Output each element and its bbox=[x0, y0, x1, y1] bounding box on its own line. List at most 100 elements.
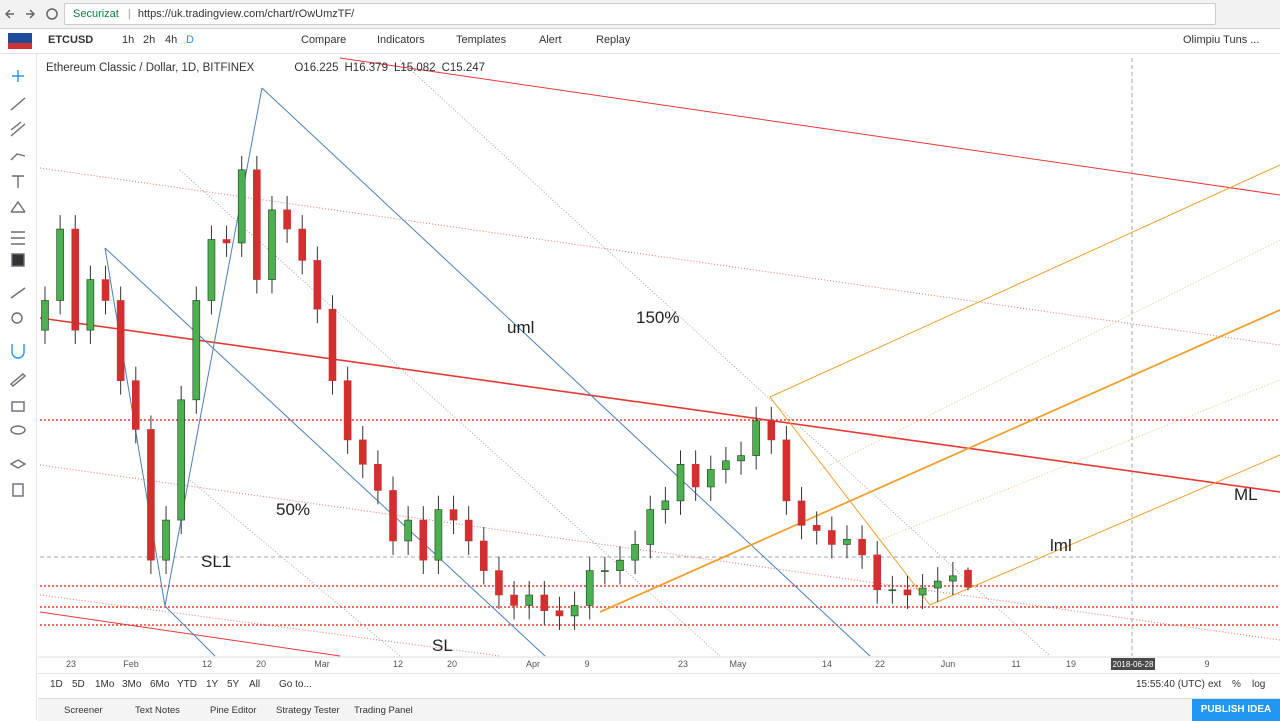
ohlc-value: 15.082 bbox=[400, 62, 436, 74]
candle-body bbox=[585, 570, 594, 606]
ohlc-value: 15.247 bbox=[449, 62, 486, 74]
annotation: 50% bbox=[276, 500, 310, 519]
x-tick-label: Mar bbox=[314, 659, 330, 669]
address-bar[interactable]: Securizat | https://uk.tradingview.com/c… bbox=[64, 3, 1216, 25]
candle-body bbox=[419, 519, 428, 561]
panel-tab[interactable]: Trading Panel bbox=[354, 705, 413, 716]
candle-body bbox=[495, 570, 503, 596]
candle-body bbox=[313, 260, 322, 310]
scale-option[interactable]: % bbox=[1232, 679, 1241, 690]
range-button[interactable]: 5Y bbox=[227, 679, 240, 690]
x-tick-label: 20 bbox=[447, 659, 457, 669]
x-tick-label: Feb bbox=[123, 659, 139, 669]
candle-body bbox=[328, 308, 337, 381]
x-tick-label: 9 bbox=[584, 659, 589, 669]
candle-body bbox=[404, 519, 412, 542]
candle-body bbox=[116, 300, 125, 381]
candle-body bbox=[525, 594, 533, 606]
interval-button[interactable]: 4h bbox=[165, 34, 178, 46]
candle-body bbox=[676, 464, 685, 502]
x-tick-label: 19 bbox=[1066, 659, 1076, 669]
candle-body bbox=[449, 509, 458, 521]
candle-body bbox=[343, 380, 352, 441]
candle-body bbox=[464, 519, 473, 542]
toolbar-button[interactable]: Indicators bbox=[377, 34, 425, 46]
candle-body bbox=[374, 464, 382, 491]
panel-tab[interactable]: Text Notes bbox=[135, 705, 180, 716]
candle-body bbox=[767, 420, 776, 441]
candle-body bbox=[873, 554, 882, 591]
candle-body bbox=[540, 594, 549, 611]
user-menu[interactable]: Olimpiu Tuns ... bbox=[1183, 34, 1260, 46]
range-button[interactable]: 1Y bbox=[206, 679, 219, 690]
ohlc-label: H bbox=[344, 62, 353, 74]
browser-bar: Securizat | https://uk.tradingview.com/c… bbox=[0, 0, 1280, 29]
toolbar-button[interactable]: Compare bbox=[301, 34, 347, 46]
x-tick-label: May bbox=[729, 659, 747, 669]
x-tick-label: 12 bbox=[202, 659, 212, 669]
candle-body bbox=[964, 569, 972, 588]
x-tick-label: 2018-06-28 bbox=[1113, 660, 1154, 669]
range-button[interactable]: 1D bbox=[50, 679, 63, 690]
range-button[interactable]: 6Mo bbox=[150, 679, 170, 690]
candle-body bbox=[722, 460, 730, 470]
candle-body bbox=[86, 279, 95, 331]
x-tick-label: 23 bbox=[66, 659, 76, 669]
interval-button[interactable]: 1h bbox=[122, 34, 135, 46]
panel-tab[interactable]: Screener bbox=[64, 705, 103, 716]
nav-buttons[interactable] bbox=[4, 6, 60, 22]
range-button[interactable]: 3Mo bbox=[122, 679, 142, 690]
candle-body bbox=[691, 464, 700, 488]
toolbar: ETCUSD 1h 2h 4h D Compare Indicators Templates… bbox=[0, 29, 1280, 54]
range-button[interactable]: YTD bbox=[177, 679, 197, 690]
x-tick-label: Jun bbox=[941, 659, 956, 669]
annotation: SL bbox=[432, 636, 453, 655]
toolbar-button[interactable]: Templates bbox=[456, 34, 507, 46]
candle-body bbox=[298, 228, 307, 261]
range-button[interactable]: All bbox=[249, 679, 261, 690]
scale-option[interactable]: log bbox=[1252, 679, 1266, 690]
candle-body bbox=[510, 594, 518, 606]
interval-button[interactable]: 2h bbox=[143, 34, 156, 46]
candle-body bbox=[752, 420, 760, 456]
symbol[interactable]: ETCUSD bbox=[48, 34, 94, 46]
ohlc-label: O bbox=[294, 62, 304, 74]
x-tick-label: Apr bbox=[526, 659, 540, 669]
candle-body bbox=[782, 439, 791, 502]
candle-body bbox=[616, 559, 624, 571]
interval-button[interactable]: D bbox=[186, 34, 194, 46]
x-tick-label: 9 bbox=[1204, 659, 1209, 669]
panel-tab[interactable]: Pine Editor bbox=[210, 705, 257, 716]
ohlc-label: L bbox=[393, 62, 401, 74]
candle-body bbox=[71, 228, 80, 331]
candle-body bbox=[177, 399, 185, 521]
toolbar-button[interactable]: Replay bbox=[596, 34, 631, 46]
range-button[interactable]: 1Mo bbox=[95, 679, 115, 690]
security-label: Securizat bbox=[73, 8, 119, 20]
clock: 15:55:40 (UTC) bbox=[1136, 679, 1205, 690]
x-tick-label: 14 bbox=[822, 659, 832, 669]
scale-option[interactable]: ext bbox=[1208, 679, 1222, 690]
candle-body bbox=[434, 509, 443, 561]
candle-body bbox=[555, 610, 564, 617]
candle-body bbox=[933, 580, 942, 589]
range-button[interactable]: 5D bbox=[72, 679, 85, 690]
candle-body bbox=[162, 519, 170, 561]
publish-button[interactable]: PUBLISH IDEA bbox=[1192, 699, 1280, 721]
x-tick-label: 12 bbox=[393, 659, 403, 669]
toolbar-button[interactable]: Alert bbox=[539, 34, 562, 46]
drawing-toolbar bbox=[0, 54, 37, 720]
tool-icons[interactable] bbox=[0, 54, 36, 504]
candle-body bbox=[389, 490, 397, 542]
candle-body bbox=[903, 589, 912, 596]
candle-body bbox=[192, 300, 201, 401]
candle-body bbox=[737, 455, 745, 462]
candle-body bbox=[207, 239, 216, 301]
goto-button[interactable]: Go to... bbox=[279, 679, 312, 690]
drawings bbox=[39, 57, 1280, 657]
panel-tab[interactable]: Strategy Tester bbox=[276, 705, 340, 716]
candle-body bbox=[268, 209, 276, 280]
annotation: ML bbox=[1234, 485, 1258, 504]
